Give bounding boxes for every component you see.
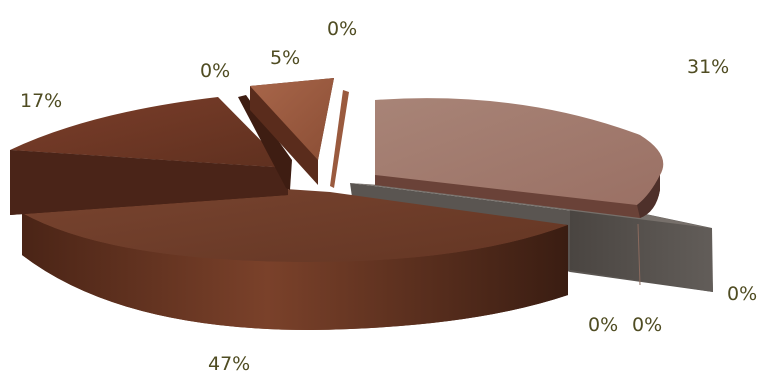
- label-0pct-top: 0%: [327, 18, 357, 40]
- slice-47pct: [21, 172, 568, 330]
- label-0pct-right: 0%: [727, 283, 757, 305]
- label-0pct-bottom-a: 0%: [588, 314, 618, 336]
- label-31pct: 31%: [687, 56, 729, 78]
- legend: [0, 0, 779, 3]
- label-5pct: 5%: [270, 47, 300, 69]
- slice-0pct-dark: [238, 95, 292, 190]
- label-0pct-left: 0%: [200, 60, 230, 82]
- data-labels: 31% 0% 0% 0% 47% 17% 0% 5% 0%: [20, 18, 757, 374]
- label-17pct: 17%: [20, 90, 62, 112]
- label-0pct-bottom-b: 0%: [632, 314, 662, 336]
- slice-5pct: [250, 78, 334, 185]
- label-47pct: 47%: [208, 353, 250, 374]
- slice-17pct: [10, 97, 288, 215]
- slice-0pct-needle: [330, 90, 349, 188]
- slice-31pct: [375, 98, 664, 218]
